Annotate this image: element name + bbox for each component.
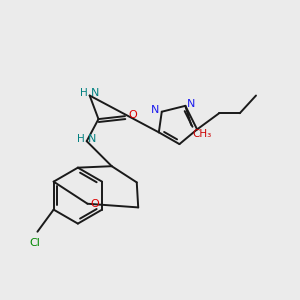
Text: Cl: Cl bbox=[29, 238, 40, 248]
Text: N: N bbox=[187, 99, 195, 110]
Text: H: H bbox=[77, 134, 85, 144]
Text: N: N bbox=[91, 88, 100, 98]
Text: CH₃: CH₃ bbox=[193, 129, 212, 140]
Text: N: N bbox=[151, 105, 159, 115]
Text: O: O bbox=[128, 110, 137, 120]
Text: H: H bbox=[80, 88, 88, 98]
Text: N: N bbox=[88, 134, 97, 144]
Text: O: O bbox=[90, 199, 99, 209]
